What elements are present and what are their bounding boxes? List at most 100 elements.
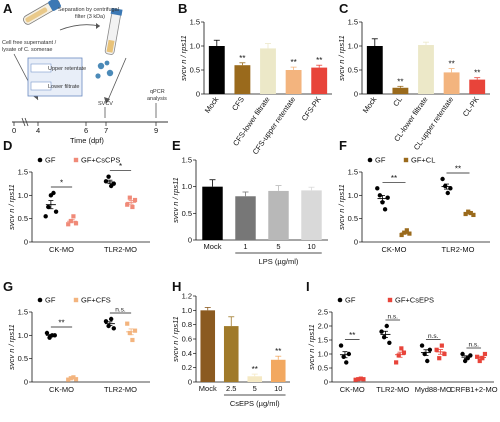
panel-i-data-point (437, 356, 442, 361)
panel-g-data-point (111, 326, 116, 331)
panel-b-bar (260, 48, 276, 94)
panel-h-ytick-label: 0.6 (182, 335, 192, 344)
panel-f-significance: ** (455, 165, 461, 174)
timeline-break-icon (21, 117, 26, 127)
qpcr-text: qPCR (150, 89, 165, 95)
panel-g-ytick-label: 1.0 (18, 331, 28, 340)
panel-e-chart: 0 0.5 1.0 1.5 svcv n / rps11 Mock 1 5 10 LPS (µg/… (171, 156, 328, 266)
panel-i-data-point (394, 360, 399, 365)
panel-h-chart: 0 0.2 0.4 0.6 0.8 1.0 1.2 svcv n / rps11 Mock 2.5… (171, 292, 290, 408)
panel-c-bar (366, 46, 383, 94)
panel-b-xtick-label: CFS (230, 95, 246, 112)
panel-i-data-point (384, 323, 389, 329)
panel-c-bar (392, 87, 409, 94)
panel-e-bar (301, 190, 322, 240)
panel-e-bar (268, 190, 289, 240)
panel-b-significance: ** (316, 56, 322, 65)
panel-i-data-point (353, 377, 358, 382)
panel-h-xtick-label: Mock (199, 384, 217, 393)
panel-g-data-point (125, 321, 130, 326)
panel-f-data-point (399, 232, 404, 238)
panel-f-ytick-label: 0 (354, 238, 358, 247)
panel-h-ytick-label: 1.2 (182, 292, 192, 301)
filtrate-text: Lower filtrate (48, 84, 80, 90)
panel-label-i: I (306, 279, 310, 294)
panel-g-ylabel: svcv n / rps11 (7, 324, 16, 370)
panel-g-data-point (71, 375, 76, 380)
panel-c-ylabel: svcv n / rps11 (337, 35, 346, 81)
panel-b-significance: ** (239, 54, 245, 63)
panel-i-data-point (346, 351, 352, 357)
panel-g-ytick-label: 0 (24, 378, 28, 387)
panel-i-ytick-label: 0.5 (318, 364, 328, 373)
panel-e-xtick-label: Mock (204, 242, 222, 251)
panel-h-bar (200, 310, 216, 382)
panel-label-b: B (178, 1, 187, 16)
panel-i-data-point (387, 340, 392, 345)
panel-c-bar (469, 79, 486, 94)
panel-g-data-point (127, 330, 132, 336)
panel-f-ytick-label: 0.5 (348, 214, 358, 223)
panel-g-data-point (132, 328, 138, 333)
panel-f-legend-marker (367, 157, 373, 163)
panel-h-ytick-label: 0.4 (182, 349, 192, 358)
svcv-virus-icon (95, 60, 114, 79)
panel-i-data-point (379, 329, 384, 334)
panel-f-data-point (375, 186, 380, 191)
panel-f-data-point (463, 211, 468, 217)
panel-h-xtick-label: 10 (274, 384, 282, 393)
panel-b-bar (208, 46, 225, 94)
timeline-axis-label: Time (dpf) (70, 136, 104, 145)
panel-d-data-point (46, 204, 51, 210)
panel-b-ytick-label: 0.5 (190, 66, 200, 75)
panel-i-data-point (439, 343, 444, 348)
panel-f-legend-marker (403, 157, 409, 163)
panel-i-data-point (399, 346, 404, 351)
panel-i-data-point (475, 354, 480, 359)
panel-d-significance: * (60, 179, 63, 188)
panel-c-significance: ** (448, 60, 454, 69)
analysis-text: analysis (147, 96, 167, 102)
panel-e-ytick-label: 0.5 (182, 209, 192, 218)
panel-c-ytick-label: 1.5 (348, 18, 358, 27)
panel-f-data-point (385, 195, 390, 200)
panel-d-ytick-label: 1.5 (18, 168, 28, 177)
retentate-band (30, 63, 52, 73)
panel-i-xtick-label: TLR2-MO (376, 385, 409, 394)
panel-i-legend-label: GF+CsEPS (395, 296, 434, 305)
panel-i-data-point (338, 343, 344, 348)
panel-i-legend-label: GF (345, 296, 356, 305)
panel-d-data-point (106, 174, 111, 179)
retentate-text: Upper retentate (48, 66, 86, 72)
panel-c-ytick-label: 0.5 (348, 66, 358, 75)
panel-g-data-point (73, 377, 79, 382)
lysate-text: lysate of C. somerae (2, 47, 52, 53)
panel-label-f: F (339, 138, 347, 153)
panel-d-data-point (103, 179, 109, 184)
panel-g-data-point (66, 377, 71, 382)
panel-h-ytick-label: 0 (188, 378, 192, 387)
panel-g-data-point (44, 330, 50, 336)
panel-h-significance: ** (252, 365, 258, 374)
panel-i-significance: n.s. (388, 314, 399, 321)
panel-i-significance: ** (349, 331, 355, 340)
panel-f-legend-label: GF+CL (411, 156, 435, 165)
panel-f-data-point (380, 200, 385, 205)
panel-c-ytick-label: 1.0 (348, 42, 358, 51)
panel-f-data-point (466, 209, 471, 214)
filtrate-band (30, 81, 52, 91)
panel-f-legend-label: GF (375, 156, 386, 165)
panel-i-data-point (460, 351, 465, 357)
panel-h-xtick-label: 5 (253, 384, 257, 393)
panel-d-data-point (66, 222, 71, 227)
panel-f-significance: ** (391, 174, 397, 183)
supernatant-tube-icon (23, 0, 61, 25)
panel-f-data-point (471, 212, 476, 218)
panel-e-xtick-label: 10 (307, 242, 315, 251)
panel-d-data-point (132, 197, 138, 203)
panel-label-d: D (3, 138, 12, 153)
panel-i-data-point (425, 358, 430, 364)
panel-g-ytick-label: 0.5 (18, 354, 28, 363)
